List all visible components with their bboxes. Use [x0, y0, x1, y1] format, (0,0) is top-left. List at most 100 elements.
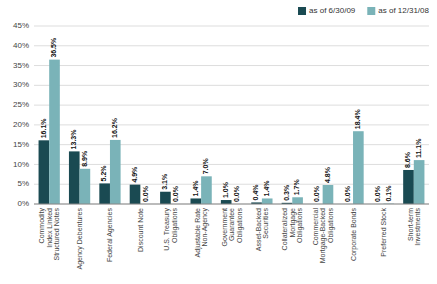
- x-tick-label-line: Securities: [262, 208, 269, 239]
- x-tick-label: GovernmentGuaranteeObligations: [221, 208, 244, 247]
- y-tick-label: 5%: [17, 179, 29, 188]
- x-tick-label: U.S. TreasuryObligations: [163, 208, 179, 251]
- bar: [323, 185, 334, 204]
- y-tick-label: 10%: [13, 160, 29, 169]
- data-label: 0.3%: [283, 184, 290, 201]
- x-tick-label: Adjustable RateNon-Agency: [194, 208, 210, 258]
- x-tick-label-line: Index Linked: [46, 208, 53, 248]
- bar: [353, 131, 364, 204]
- data-labels: 16.1%13.3%5.2%4.9%3.1%1.4%1.0%0.4%0.3%0.…: [40, 37, 422, 202]
- grid-line: [34, 105, 429, 106]
- bar: [69, 151, 80, 204]
- grid-line: [34, 65, 429, 66]
- legend-label: as of 6/30/09: [309, 6, 356, 15]
- bars: [39, 60, 425, 204]
- bar: [49, 60, 60, 204]
- x-tick-label: CommodityIndex LinkedStructured Notes: [38, 208, 60, 261]
- data-label: 4.9%: [131, 166, 138, 183]
- grid-line: [34, 144, 429, 145]
- x-tick-label-line: Preferred Stock: [380, 208, 387, 257]
- x-tick-label: Federal Agencies: [106, 208, 114, 263]
- x-tick-label: Agency Debentures: [76, 208, 84, 270]
- x-tick-label-line: Guarantee: [228, 208, 235, 241]
- x-tick-label: Preferred Stock: [380, 208, 387, 257]
- legend-item: as of 12/31/08: [367, 6, 429, 15]
- y-tick-label: 20%: [13, 120, 29, 129]
- bar: [262, 198, 273, 204]
- y-tick-label: 45%: [13, 21, 29, 30]
- data-label: 16.2%: [111, 117, 118, 138]
- x-tick-label-line: Obligations: [327, 208, 335, 244]
- bar: [201, 176, 212, 204]
- data-label: 16.1%: [40, 118, 47, 139]
- bar: [39, 140, 50, 204]
- x-tick-label-line: Government: [221, 208, 228, 247]
- x-tick-label-line: Short-term: [407, 208, 414, 241]
- x-axis: CommodityIndex LinkedStructured Notes Age…: [38, 208, 421, 270]
- x-tick-label-line: Agency Debentures: [76, 208, 84, 270]
- data-label: 0.0%: [233, 185, 240, 202]
- x-axis-line: [34, 204, 429, 205]
- data-label: 0.0%: [142, 185, 149, 202]
- legend-item: as of 6/30/09: [298, 6, 356, 15]
- grid-line: [34, 124, 429, 125]
- x-tick-label-line: Obligations: [236, 208, 244, 244]
- data-label: 1.4%: [263, 180, 270, 197]
- data-label: 18.4%: [354, 109, 361, 130]
- data-label: 0.0%: [172, 185, 179, 202]
- legend-swatch: [367, 7, 375, 15]
- bar: [414, 160, 425, 204]
- bar: [403, 170, 414, 204]
- y-tick-label: 40%: [13, 41, 29, 50]
- legend: as of 6/30/09 as of 12/31/08: [298, 6, 430, 15]
- data-label: 1.0%: [222, 181, 229, 198]
- data-label: 0.0%: [344, 185, 351, 202]
- x-tick-label: Discount Note: [137, 208, 144, 252]
- bar: [160, 192, 171, 204]
- x-tick-label-line: Collateralized: [281, 208, 288, 251]
- x-tick-label-line: Obligations: [171, 208, 179, 244]
- data-label: 0.0%: [313, 185, 320, 202]
- bar: [292, 197, 303, 204]
- data-label: 8.9%: [81, 150, 88, 167]
- x-tick-label-line: Non-Agency: [201, 208, 209, 247]
- grid-line: [34, 85, 429, 86]
- y-tick-label: 25%: [13, 100, 29, 109]
- data-label: 0.1%: [385, 185, 392, 202]
- x-tick-label-line: Corporate Bonds: [350, 208, 358, 261]
- data-label: 11.1%: [415, 138, 422, 158]
- data-label: 3.1%: [161, 173, 168, 190]
- bar: [130, 185, 141, 204]
- bar: [99, 183, 110, 204]
- data-label: 36.5%: [50, 37, 57, 58]
- bar: [221, 200, 232, 204]
- data-label: 0.0%: [374, 185, 381, 202]
- bar: [80, 169, 91, 204]
- data-label: 5.2%: [100, 165, 107, 182]
- grid-line: [34, 204, 429, 205]
- data-label: 1.4%: [192, 180, 199, 197]
- x-tick-label: CommercialMortgage-BackedObligations: [312, 208, 335, 264]
- y-tick-label: 15%: [13, 140, 29, 149]
- x-tick-label: Short-termInvestments: [407, 208, 422, 246]
- bar: [110, 140, 121, 204]
- chart: 0% 5% 10% 15% 20% 25% 30% 35% 40% 45% 16.1% 13.3% 5.…: [0, 0, 437, 284]
- data-label: 8.6%: [404, 151, 411, 168]
- x-tick-label-line: Federal Agencies: [106, 208, 114, 263]
- grid-line: [34, 164, 429, 165]
- y-axis: 0% 5% 10% 15% 20% 25% 30% 35% 40% 45%: [13, 21, 429, 208]
- grid-line: [34, 45, 429, 46]
- y-tick-label: 0%: [17, 199, 29, 208]
- x-tick-label: Asset-BackedSecurities: [255, 208, 270, 252]
- grid-line: [34, 184, 429, 185]
- x-tick-label: Corporate Bonds: [350, 208, 358, 261]
- y-tick-label: 30%: [13, 80, 29, 89]
- x-tick-label-line: Discount Note: [137, 208, 144, 252]
- x-tick-label-line: Obligations: [296, 208, 304, 244]
- x-tick-label-line: Structured Notes: [53, 208, 60, 261]
- data-label: 13.3%: [70, 129, 77, 150]
- y-tick-label: 35%: [13, 61, 29, 70]
- x-tick-label: CollateralizedMortgageObligations: [281, 208, 304, 251]
- data-label: 1.7%: [293, 179, 300, 196]
- x-tick-label-line: Investments: [414, 208, 421, 246]
